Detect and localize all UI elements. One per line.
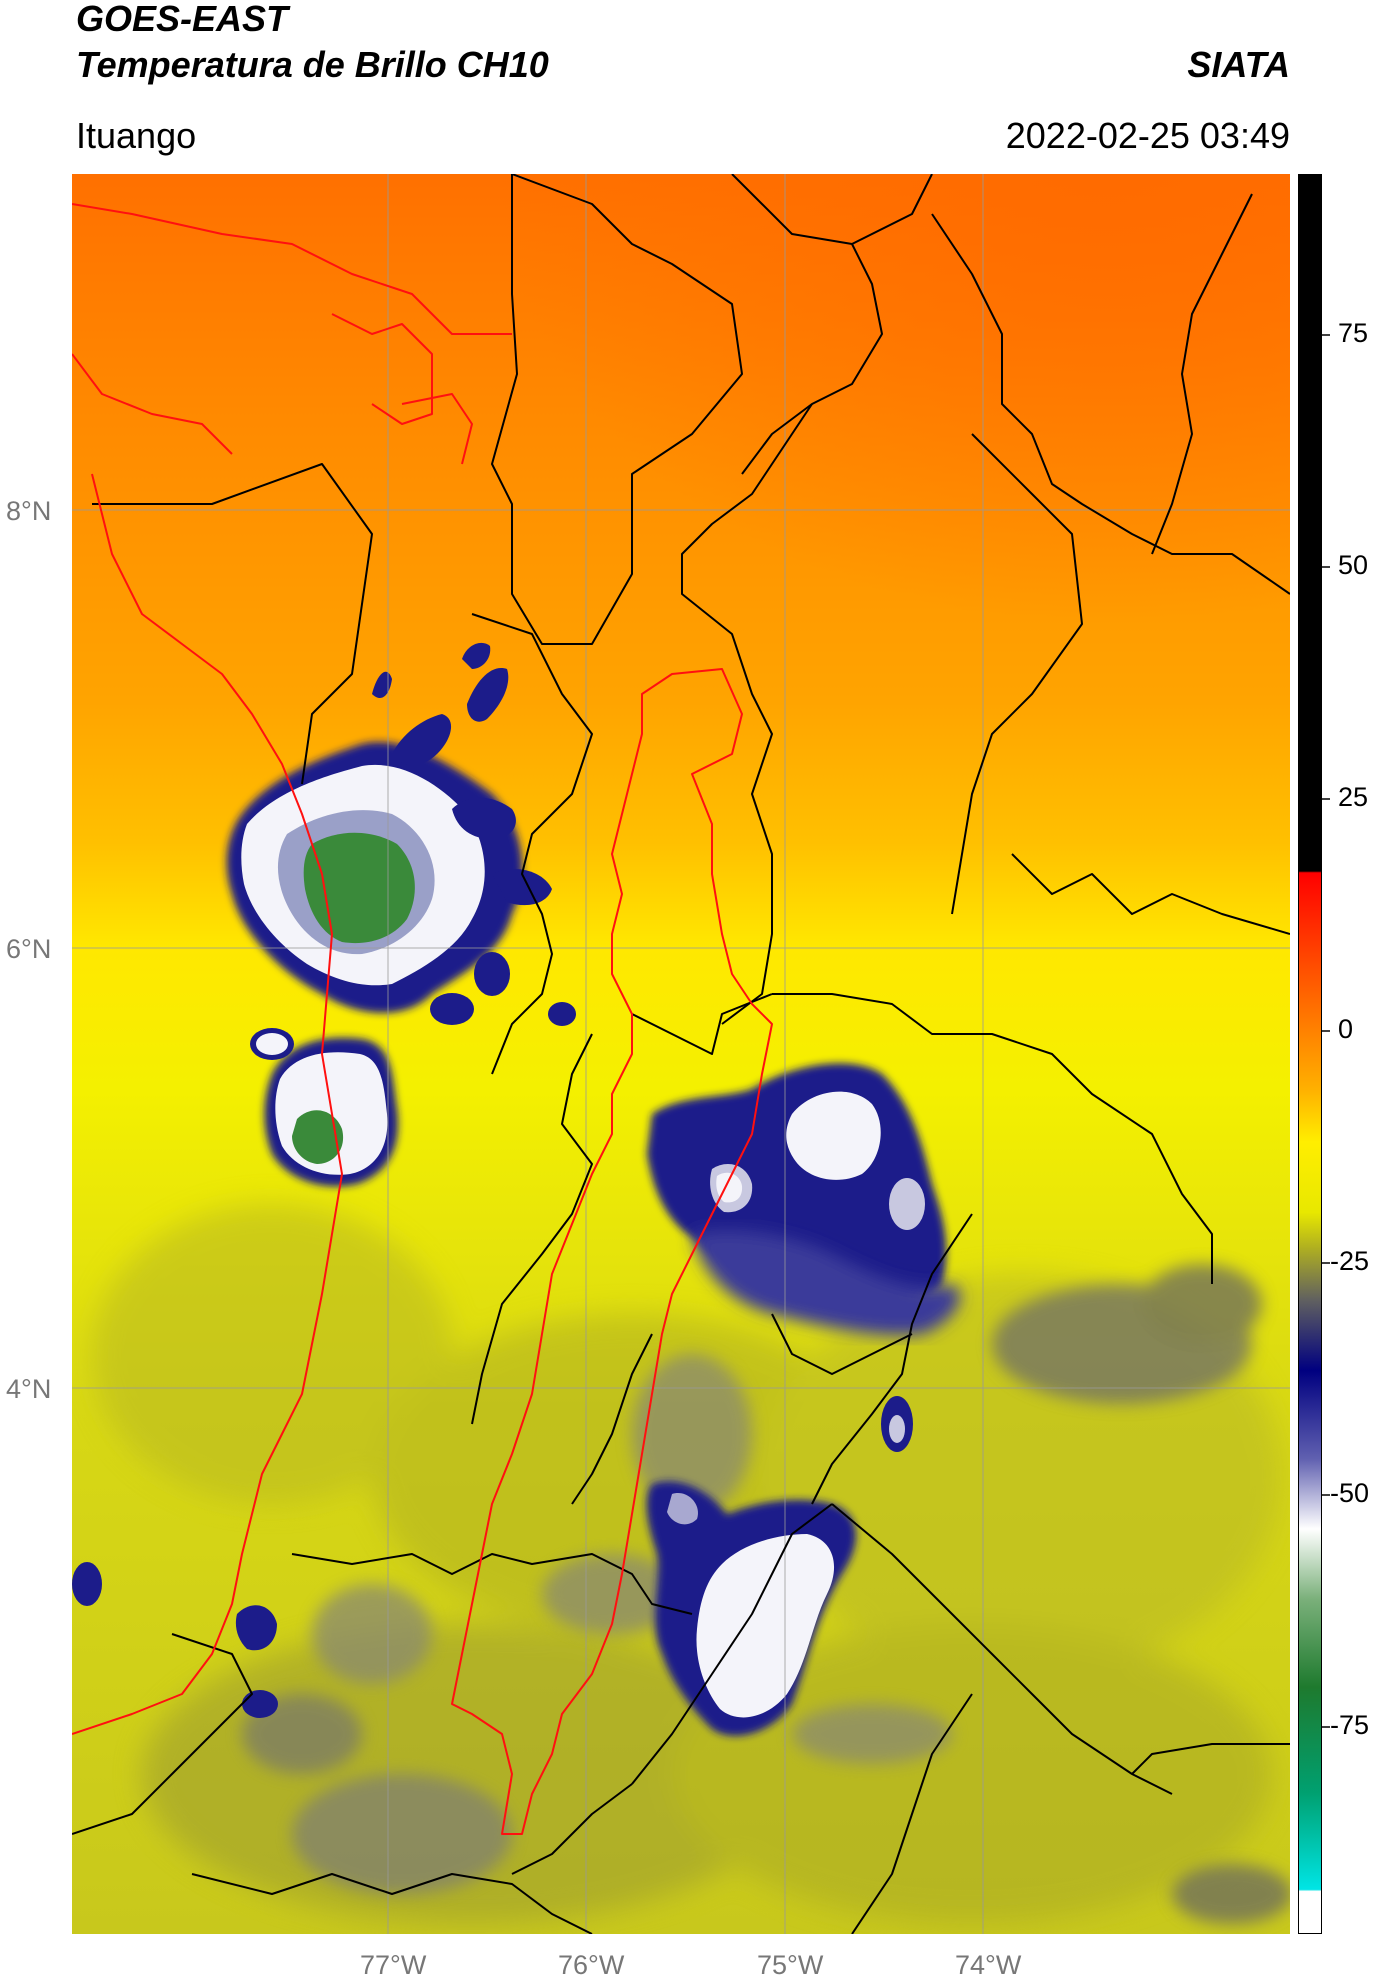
colorbar-ticks bbox=[1322, 334, 1330, 1728]
basin-outline bbox=[72, 203, 773, 1835]
lon-tick-76w: 76°W bbox=[558, 1950, 625, 1980]
organization-label: SIATA bbox=[1187, 44, 1290, 85]
lon-tick-74w: 74°W bbox=[955, 1950, 1022, 1980]
title-product: Temperatura de Brillo CH10 bbox=[76, 44, 549, 85]
admin-borders bbox=[72, 174, 1290, 1934]
colorbar-tick-75: 75 bbox=[1338, 318, 1369, 348]
lat-tick-6n: 6°N bbox=[6, 934, 52, 964]
colorbar-tick-minus50: -50 bbox=[1330, 1478, 1370, 1508]
lon-tick-75w: 75°W bbox=[757, 1950, 824, 1980]
colorbar-gradient bbox=[1298, 174, 1322, 1934]
lon-tick-77w: 77°W bbox=[360, 1950, 427, 1980]
graticule bbox=[72, 174, 1290, 1934]
lat-tick-4n: 4°N bbox=[6, 1374, 52, 1404]
brightness-temperature-map bbox=[72, 174, 1290, 1934]
colorbar-tick-50: 50 bbox=[1338, 550, 1369, 580]
title-satellite: GOES-EAST bbox=[76, 0, 289, 39]
colorbar bbox=[1298, 174, 1322, 1934]
cloud-cell-east-complex bbox=[647, 1063, 961, 1452]
lat-tick-8n: 8°N bbox=[6, 496, 52, 526]
timestamp-label: 2022-02-25 03:49 bbox=[1005, 115, 1290, 156]
colorbar-tick-minus25: -25 bbox=[1330, 1246, 1370, 1276]
warm-northeast bbox=[72, 174, 1290, 1074]
cloud-cell-streaks bbox=[72, 642, 576, 1718]
colorbar-tick-minus75: -75 bbox=[1330, 1710, 1370, 1740]
cloud-cell-southeast bbox=[646, 1481, 856, 1736]
colorbar-tick-25: 25 bbox=[1338, 782, 1369, 812]
colorbar-tick-0: 0 bbox=[1338, 1014, 1354, 1044]
location-label: Ituango bbox=[76, 115, 197, 156]
grey-cloud-zones bbox=[242, 1264, 1290, 1924]
